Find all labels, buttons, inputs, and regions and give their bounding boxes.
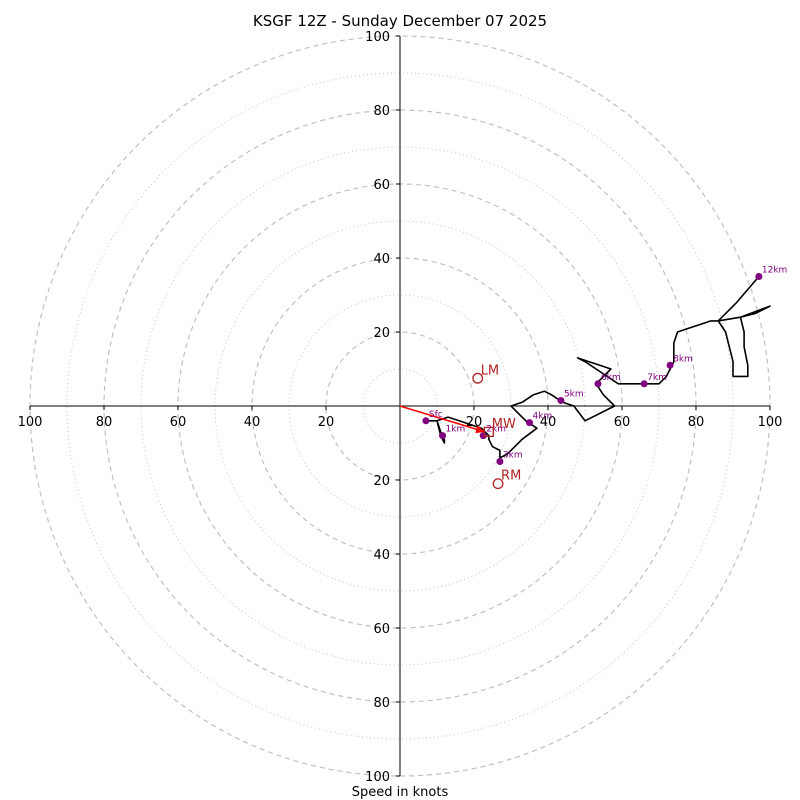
x-axis-label: Speed in knots — [352, 785, 449, 800]
height-point-dot — [526, 419, 533, 427]
x-tick-label: 100 — [758, 415, 783, 430]
y-tick-label: 20 — [373, 474, 390, 489]
x-tick-label: 20 — [318, 415, 335, 430]
height-point-dot — [439, 432, 447, 440]
height-point-label: 5km — [564, 389, 584, 399]
mean-wind-arrow-line — [399, 405, 486, 433]
mean-wind-vector — [399, 405, 486, 434]
tick-labels: 100 80 60 40 20 20 40 60 80 100100806040202040608… — [18, 30, 783, 785]
y-tick-label: 100 — [365, 770, 390, 785]
x-tick-label: 40 — [244, 415, 261, 430]
x-tick-label: 80 — [688, 415, 705, 430]
height-point-label: 12km — [762, 266, 787, 276]
height-point-dot — [496, 458, 504, 465]
height-point-dot — [755, 273, 763, 280]
storm-motion-marker — [472, 372, 484, 384]
x-tick-label: 40 — [540, 415, 557, 430]
height-point-dot — [640, 380, 648, 388]
y-tick-label: 40 — [373, 548, 390, 563]
storm-motion-markers: LM RM MW — [472, 363, 521, 490]
x-tick-label: 80 — [96, 415, 113, 430]
height-point-label: Sfc — [429, 410, 443, 420]
y-tick-label: 60 — [373, 178, 390, 193]
x-tick-label: 100 — [18, 415, 43, 430]
height-point-dot — [422, 417, 430, 425]
y-tick-label: 100 — [365, 30, 390, 45]
x-tick-label: 60 — [614, 415, 631, 430]
height-point-label: 4km — [533, 412, 553, 422]
marker-label: LM — [481, 363, 499, 378]
height-point-label: 3km — [503, 451, 523, 461]
y-tick-label: 80 — [373, 696, 390, 711]
y-tick-label: 20 — [373, 326, 390, 341]
y-tick-label: 80 — [373, 104, 390, 119]
marker-label: MW — [492, 417, 516, 432]
mean-wind-marker — [483, 426, 494, 438]
chart-title: KSGF 12Z - Sunday December 07 2025 — [253, 12, 547, 30]
height-point-label: 2km — [486, 425, 506, 435]
height-point-label: 6km — [601, 373, 621, 383]
height-point-label: 8km — [673, 354, 693, 364]
height-point-label: 7km — [647, 373, 667, 383]
height-point-dot — [479, 432, 487, 440]
x-tick-label: 60 — [170, 415, 187, 430]
height-point-dot — [666, 361, 674, 369]
mean-wind-arrow-head — [475, 425, 486, 434]
marker-label: RM — [501, 469, 521, 484]
height-point-dot — [594, 380, 602, 388]
storm-motion-marker — [492, 478, 504, 490]
y-tick-label: 40 — [373, 252, 390, 267]
height-point-label: 1km — [446, 425, 466, 435]
height-point-dot — [557, 396, 565, 404]
y-tick-label: 60 — [373, 622, 390, 637]
